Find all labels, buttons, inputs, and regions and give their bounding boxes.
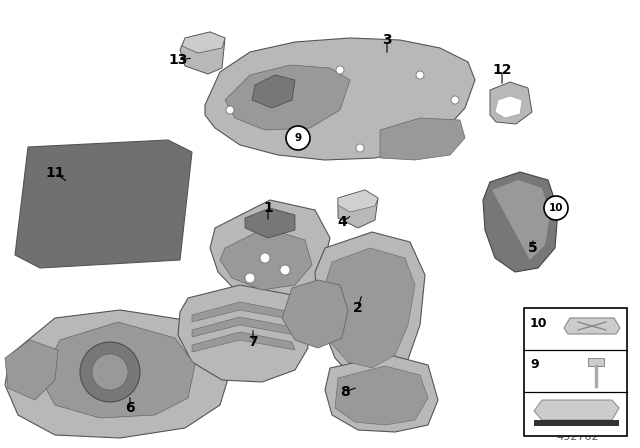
Polygon shape <box>534 400 619 420</box>
Circle shape <box>92 354 128 390</box>
Circle shape <box>260 253 270 263</box>
Polygon shape <box>192 332 295 352</box>
Text: 4: 4 <box>337 215 347 229</box>
Polygon shape <box>5 340 58 400</box>
Polygon shape <box>192 302 295 322</box>
Polygon shape <box>325 355 438 432</box>
Polygon shape <box>282 280 348 348</box>
Polygon shape <box>245 208 295 238</box>
FancyBboxPatch shape <box>524 308 627 436</box>
Circle shape <box>245 273 255 283</box>
Polygon shape <box>380 118 465 160</box>
FancyBboxPatch shape <box>534 420 619 426</box>
Polygon shape <box>205 38 475 160</box>
Polygon shape <box>220 228 312 290</box>
Circle shape <box>356 144 364 152</box>
Polygon shape <box>338 190 378 212</box>
Polygon shape <box>225 65 350 130</box>
Text: 1: 1 <box>263 201 273 215</box>
Polygon shape <box>210 200 330 305</box>
Circle shape <box>451 96 459 104</box>
Circle shape <box>80 342 140 402</box>
Polygon shape <box>338 190 378 228</box>
Polygon shape <box>178 285 308 382</box>
Polygon shape <box>490 82 532 124</box>
Polygon shape <box>335 366 428 425</box>
Polygon shape <box>15 140 192 268</box>
Text: 13: 13 <box>168 53 188 67</box>
Polygon shape <box>483 172 558 272</box>
Polygon shape <box>315 232 425 385</box>
Circle shape <box>286 126 310 150</box>
Circle shape <box>280 265 290 275</box>
Text: 12: 12 <box>492 63 512 77</box>
Circle shape <box>336 66 344 74</box>
Polygon shape <box>40 322 195 418</box>
Polygon shape <box>252 75 295 108</box>
Polygon shape <box>180 32 225 74</box>
Polygon shape <box>5 310 230 438</box>
Text: 492762: 492762 <box>557 432 599 442</box>
Text: 8: 8 <box>340 385 350 399</box>
Text: 7: 7 <box>248 335 258 349</box>
Text: 6: 6 <box>125 401 135 415</box>
Text: 3: 3 <box>382 33 392 47</box>
Circle shape <box>416 71 424 79</box>
Circle shape <box>226 106 234 114</box>
Polygon shape <box>182 32 225 53</box>
Polygon shape <box>320 248 415 368</box>
Text: 10: 10 <box>530 317 547 330</box>
Polygon shape <box>495 96 522 118</box>
Polygon shape <box>564 318 620 334</box>
Circle shape <box>544 196 568 220</box>
Text: 9: 9 <box>294 133 301 143</box>
Text: 10: 10 <box>548 203 563 213</box>
Text: 9: 9 <box>530 358 539 371</box>
Text: 11: 11 <box>45 166 65 180</box>
Text: 2: 2 <box>353 301 363 315</box>
Polygon shape <box>492 180 550 260</box>
Polygon shape <box>192 317 295 337</box>
FancyBboxPatch shape <box>588 358 604 366</box>
Text: 5: 5 <box>528 241 538 255</box>
